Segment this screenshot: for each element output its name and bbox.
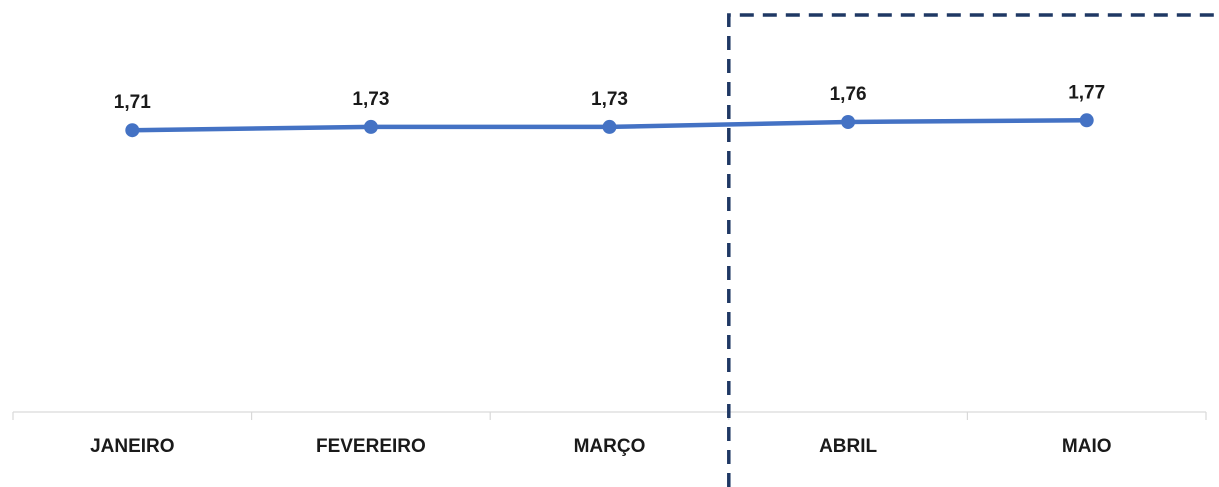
category-label-maio: MAIO	[1062, 436, 1112, 457]
category-labels: JANEIRO FEVEREIRO MARÇO ABRIL MAIO	[90, 436, 1111, 457]
category-label-marco: MARÇO	[574, 436, 646, 457]
category-label-fevereiro: FEVEREIRO	[316, 436, 426, 457]
data-label-abril: 1,76	[830, 84, 867, 105]
highlight-box-border	[727, 13, 1219, 487]
data-point-maio	[1079, 113, 1094, 128]
x-axis	[12, 411, 1207, 420]
data-point-fevereiro	[363, 119, 378, 134]
data-point-abril	[841, 114, 856, 129]
data-label-maio: 1,77	[1068, 82, 1105, 103]
data-point-janeiro	[125, 123, 140, 138]
data-label-marco: 1,73	[591, 89, 628, 110]
category-label-abril: ABRIL	[819, 436, 877, 457]
data-labels: 1,71 1,73 1,73 1,76 1,77	[114, 82, 1105, 113]
data-label-fevereiro: 1,73	[352, 89, 389, 110]
data-label-janeiro: 1,71	[114, 92, 151, 113]
series-line-group	[125, 113, 1094, 138]
category-label-janeiro: JANEIRO	[90, 436, 174, 457]
data-point-março	[602, 119, 617, 134]
highlight-dashed-box	[727, 13, 1219, 487]
